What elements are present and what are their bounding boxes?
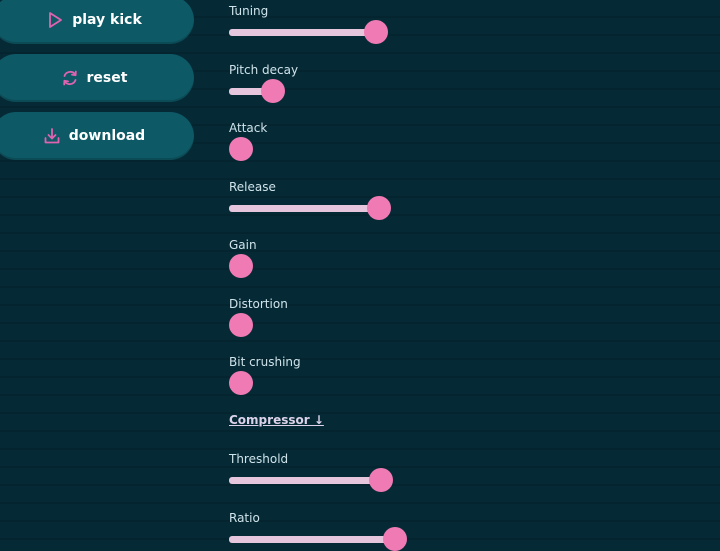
action-buttons: play kick reset download	[0, 0, 194, 170]
play-icon	[44, 9, 66, 31]
reset-label: reset	[86, 70, 128, 86]
param-label: Pitch decay	[229, 63, 299, 77]
param-label: Threshold	[229, 452, 289, 466]
slider-track[interactable]	[229, 29, 376, 36]
slider-thumb[interactable]	[229, 254, 253, 278]
slider-thumb[interactable]	[366, 196, 391, 220]
download-label: download	[68, 128, 146, 144]
param-label: Distortion	[229, 297, 288, 311]
slider-thumb[interactable]	[364, 20, 388, 44]
play-kick-button[interactable]: play kick	[0, 0, 194, 44]
slider-track[interactable]	[229, 88, 274, 95]
param-label: Ratio	[229, 511, 260, 525]
param-label: Release	[229, 180, 276, 194]
slider-thumb[interactable]	[229, 313, 253, 337]
compressor-section-link[interactable]: Compressor ↓	[229, 413, 324, 427]
param-label: Bit crushing	[229, 355, 301, 369]
slider-thumb[interactable]	[369, 468, 394, 492]
play-kick-label: play kick	[72, 12, 142, 28]
download-button[interactable]: download	[0, 112, 194, 160]
param-label: Tuning	[229, 4, 269, 18]
download-icon	[41, 125, 63, 147]
slider-thumb[interactable]	[229, 137, 253, 161]
slider-thumb[interactable]	[229, 371, 253, 395]
param-label: Gain	[229, 238, 257, 252]
slider-thumb[interactable]	[382, 527, 407, 551]
reset-button[interactable]: reset	[0, 54, 194, 102]
slider-track[interactable]	[229, 205, 379, 212]
refresh-icon	[59, 67, 81, 89]
slider-track[interactable]	[229, 477, 382, 484]
param-label: Attack	[229, 121, 268, 135]
slider-thumb[interactable]	[261, 79, 286, 103]
